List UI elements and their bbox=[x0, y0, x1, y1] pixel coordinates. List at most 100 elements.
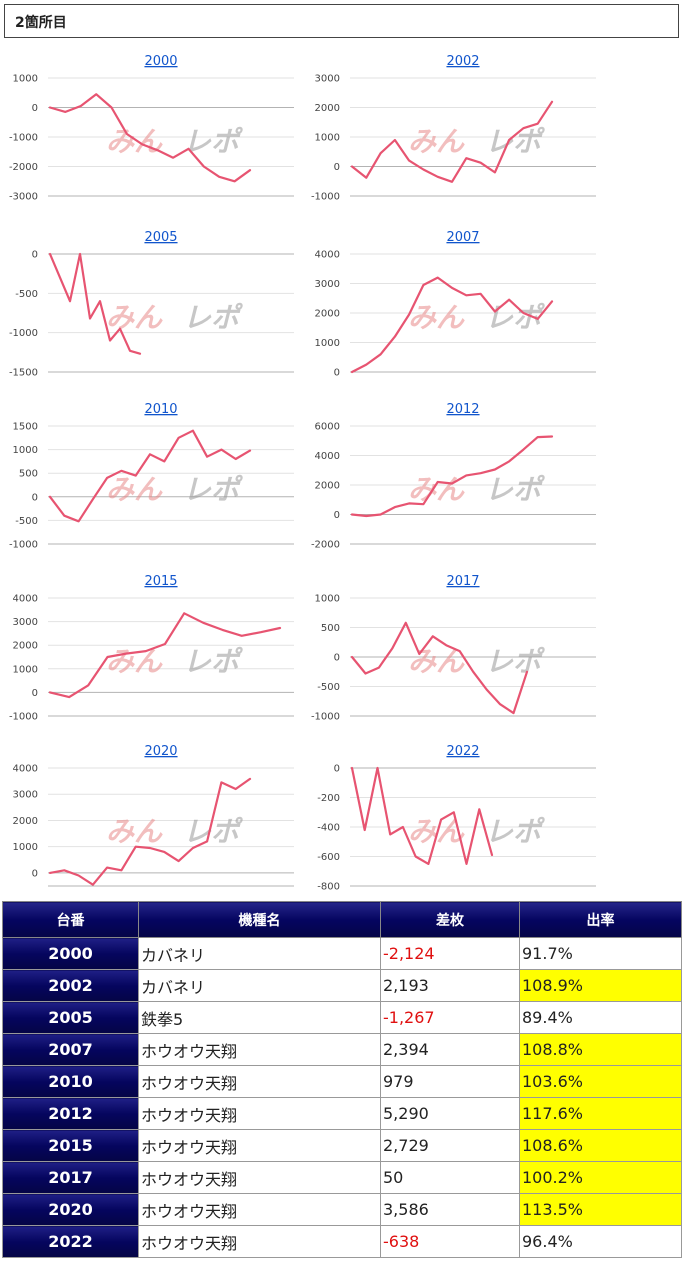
cell-number: 2010 bbox=[2, 1065, 139, 1098]
cell-number: 2005 bbox=[2, 1001, 139, 1034]
cell-rate: 91.7% bbox=[519, 937, 682, 970]
y-tick-label: 3000 bbox=[13, 790, 38, 801]
y-tick-label: 2000 bbox=[13, 816, 38, 827]
chart-title-link[interactable]: 2012 bbox=[446, 402, 479, 417]
cell-diff: 3,586 bbox=[380, 1193, 520, 1226]
y-tick-label: 1000 bbox=[13, 664, 38, 675]
y-tick-label: 0 bbox=[32, 688, 38, 699]
table-row: 2022 ホウオウ天翔 -638 96.4% bbox=[2, 1225, 682, 1258]
y-tick-label: 0 bbox=[334, 510, 340, 521]
svg-text:みん: みん bbox=[408, 301, 465, 334]
svg-text:レポ: レポ bbox=[485, 815, 545, 848]
svg-text:みん: みん bbox=[106, 645, 163, 678]
y-tick-label: 1000 bbox=[13, 74, 38, 85]
chart-title-link[interactable]: 2010 bbox=[144, 402, 177, 417]
y-tick-label: 0 bbox=[32, 492, 38, 503]
chart-2007: 2007 4000 3000 2000 1000 0 みん レポ bbox=[308, 226, 608, 391]
table-row: 2010 ホウオウ天翔 979 103.6% bbox=[2, 1065, 682, 1098]
line-chart-svg: 2017 1000 500 0 -500 -1000 みん レポ bbox=[311, 574, 596, 723]
section-title: 2箇所目 bbox=[15, 15, 67, 31]
header-number: 台番 bbox=[2, 901, 139, 938]
y-tick-label: 3000 bbox=[13, 617, 38, 628]
y-tick-label: -1500 bbox=[9, 368, 38, 379]
chart-title-link[interactable]: 2005 bbox=[144, 230, 177, 245]
y-tick-label: -1000 bbox=[9, 133, 38, 144]
svg-text:レポ: レポ bbox=[485, 125, 545, 158]
y-tick-label: 1000 bbox=[13, 445, 38, 456]
y-tick-label: 1000 bbox=[315, 133, 340, 144]
cell-diff: 2,729 bbox=[380, 1129, 520, 1162]
table-row: 2020 ホウオウ天翔 3,586 113.5% bbox=[2, 1193, 682, 1226]
watermark-logo: みん レポ bbox=[408, 473, 545, 506]
cell-rate: 108.6% bbox=[519, 1129, 682, 1162]
chart-title-link[interactable]: 2007 bbox=[446, 230, 479, 245]
chart-title-link[interactable]: 2000 bbox=[144, 54, 177, 69]
y-tick-label: 3000 bbox=[315, 279, 340, 290]
y-tick-label: 0 bbox=[32, 868, 38, 879]
cell-diff: 5,290 bbox=[380, 1097, 520, 1130]
y-tick-label: -1000 bbox=[311, 192, 340, 203]
watermark-logo: みん レポ bbox=[106, 301, 243, 334]
y-tick-label: 2000 bbox=[315, 309, 340, 320]
series-line bbox=[48, 429, 252, 523]
results-table: 台番 機種名 差枚 出率 2000 カバネリ -2,124 91.7% 2002 カバネリ… bbox=[2, 901, 682, 1258]
chart-title-link[interactable]: 2017 bbox=[446, 574, 479, 589]
series-line bbox=[350, 276, 554, 374]
table-row: 2012 ホウオウ天翔 5,290 117.6% bbox=[2, 1097, 682, 1130]
y-tick-label: 0 bbox=[32, 250, 38, 261]
chart-2010: 2010 1500 1000 500 0 -500 -1000 みん レポ bbox=[6, 398, 306, 563]
table-row: 2015 ホウオウ天翔 2,729 108.6% bbox=[2, 1129, 682, 1162]
y-tick-label: 3000 bbox=[315, 74, 340, 85]
cell-machine: ホウオウ天翔 bbox=[138, 1161, 381, 1194]
cell-diff: 50 bbox=[380, 1161, 520, 1194]
line-chart-svg: 2002 3000 2000 1000 0 -1000 みん レポ bbox=[311, 54, 596, 203]
cell-number: 2007 bbox=[2, 1033, 139, 1066]
y-tick-label: -500 bbox=[317, 682, 340, 693]
y-tick-label: 500 bbox=[19, 469, 38, 480]
cell-number: 2012 bbox=[2, 1097, 139, 1130]
table-row: 2002 カバネリ 2,193 108.9% bbox=[2, 969, 682, 1002]
cell-number: 2020 bbox=[2, 1193, 139, 1226]
line-chart-svg: 2012 6000 4000 2000 0 -2000 みん レポ bbox=[311, 402, 596, 551]
chart-title-link[interactable]: 2002 bbox=[446, 54, 479, 69]
watermark-logo: みん レポ bbox=[408, 301, 545, 334]
chart-2000: 2000 1000 0 -1000 -2000 -3000 みん レポ bbox=[6, 50, 306, 215]
y-tick-label: 2000 bbox=[315, 481, 340, 492]
svg-text:レポ: レポ bbox=[183, 301, 243, 334]
chart-title-link[interactable]: 2020 bbox=[144, 744, 177, 759]
line-chart-svg: 2020 4000 3000 2000 1000 0 みん レポ bbox=[13, 744, 294, 887]
section-header: 2箇所目 bbox=[4, 4, 679, 38]
y-tick-label: 1000 bbox=[315, 338, 340, 349]
y-tick-label: -3000 bbox=[9, 192, 38, 203]
y-tick-label: 0 bbox=[334, 162, 340, 173]
y-tick-label: 0 bbox=[334, 653, 340, 664]
y-tick-label: -2000 bbox=[311, 540, 340, 551]
header-rate: 出率 bbox=[519, 901, 682, 938]
y-tick-label: 4000 bbox=[315, 250, 340, 261]
chart-title-link[interactable]: 2015 bbox=[144, 574, 177, 589]
y-tick-label: -1000 bbox=[9, 540, 38, 551]
y-tick-label: -1000 bbox=[311, 712, 340, 723]
svg-text:レポ: レポ bbox=[485, 645, 545, 678]
series-line bbox=[48, 93, 252, 183]
chart-2022: 2022 0 -200 -400 -600 -800 みん レポ bbox=[308, 740, 608, 905]
chart-title-link[interactable]: 2022 bbox=[446, 744, 479, 759]
cell-rate: 108.9% bbox=[519, 969, 682, 1002]
series-line bbox=[48, 252, 142, 355]
y-tick-label: -1000 bbox=[9, 328, 38, 339]
y-tick-label: 500 bbox=[321, 623, 340, 634]
y-tick-label: 0 bbox=[334, 764, 340, 775]
svg-text:みん: みん bbox=[106, 473, 163, 506]
y-tick-label: -600 bbox=[317, 852, 340, 863]
y-tick-label: 4000 bbox=[13, 594, 38, 605]
cell-number: 2015 bbox=[2, 1129, 139, 1162]
line-chart-svg: 2010 1500 1000 500 0 -500 -1000 みん レポ bbox=[9, 402, 294, 551]
cell-rate: 103.6% bbox=[519, 1065, 682, 1098]
cell-diff: 2,394 bbox=[380, 1033, 520, 1066]
y-tick-label: -500 bbox=[15, 516, 38, 527]
y-tick-label: 1500 bbox=[13, 422, 38, 433]
cell-diff: -2,124 bbox=[380, 937, 520, 970]
svg-text:みん: みん bbox=[408, 125, 465, 158]
y-tick-label: 6000 bbox=[315, 422, 340, 433]
